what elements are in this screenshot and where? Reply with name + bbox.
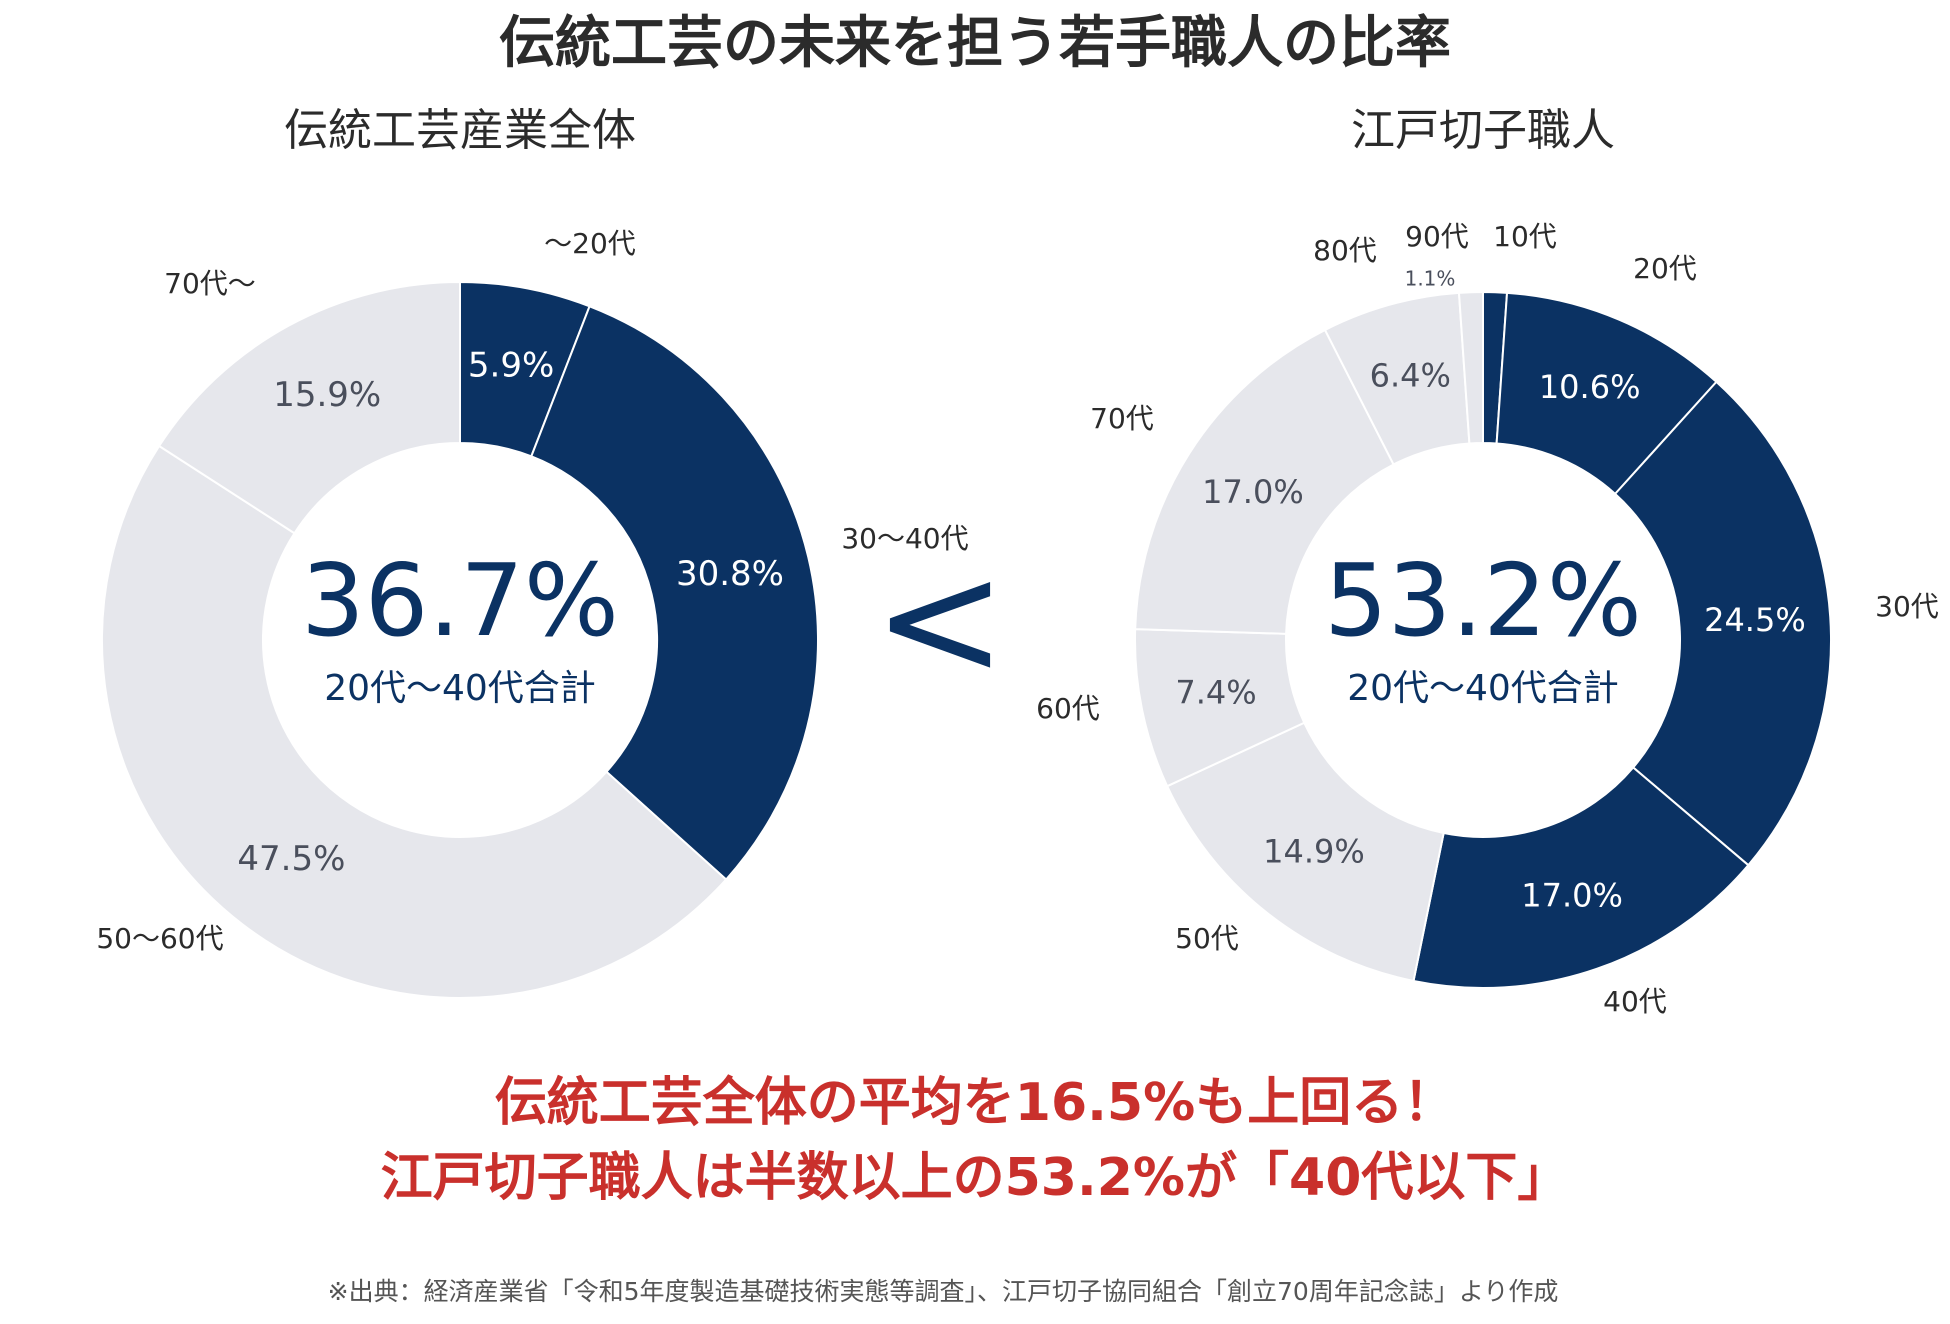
slice-value-label: 1.1% xyxy=(1510,267,1561,291)
slice-category-label: 50〜60代 xyxy=(96,922,223,955)
slice-category-label: 10代 xyxy=(1493,220,1557,253)
slice-category-label: 50代 xyxy=(1175,922,1239,955)
slice-category-label: 30代 xyxy=(1875,590,1939,623)
donut-slices-edo-kiriko xyxy=(1134,290,1833,989)
slice-value-label: 7.4% xyxy=(1175,673,1256,711)
slice-category-label: 〜20代 xyxy=(544,227,636,260)
slice-category-label: 80代 xyxy=(1313,234,1377,267)
slice-value-label: 30.8% xyxy=(676,554,784,594)
donut-labels-edo-kiriko: 1.1% 10代 10.6% 20代 24.5% 30代 17.0% 40代 14.9% 50代 7… xyxy=(1036,220,1939,1018)
slice-value-label: 10.6% xyxy=(1539,368,1641,406)
slice-category-label: 60代 xyxy=(1036,692,1100,725)
slice-value-label: 24.5% xyxy=(1704,601,1806,639)
center-value-industry: 36.7% xyxy=(301,542,619,659)
slice-category-label: 20代 xyxy=(1633,252,1697,285)
donut-slices-industry xyxy=(100,280,819,999)
donut-slice xyxy=(1412,766,1750,989)
donut-title-edo-kiriko: 江戸切子職人 xyxy=(1351,105,1615,156)
donut-slice xyxy=(100,444,728,999)
slice-value-label: 15.9% xyxy=(273,375,381,415)
slice-value-label: 17.0% xyxy=(1521,877,1623,915)
conclusion-line-2: 江戸切子職人は半数以上の53.2%が「40代以下」 xyxy=(381,1148,1570,1208)
donut-slice xyxy=(1457,290,1484,445)
donut-slice xyxy=(157,280,461,535)
donut-slice xyxy=(1165,721,1445,983)
slice-category-label: 40代 xyxy=(1603,985,1667,1018)
donut-slice xyxy=(530,304,819,881)
chart-title: 伝統工芸の未来を担う若手職人の比率 xyxy=(499,11,1451,76)
source-note: ※出典：経済産業省「令和5年度製造基礎技術実態等調査」、江戸切子協同組合「創立7… xyxy=(328,1277,1559,1306)
donut-edo-kiriko: 江戸切子職人 1.1% 10代 10.6% 20代 24.5% 30代 17.0% 40代 14… xyxy=(1036,105,1939,1018)
slice-category-label: 70代〜 xyxy=(164,267,256,300)
donut-industry-overall: 伝統工芸産業全体 5.9% 〜20代 30.8% 30〜40代 47.5% 50〜60代 1… xyxy=(96,105,969,999)
slice-value-label: 47.5% xyxy=(237,839,345,879)
slice-value-label: 17.0% xyxy=(1202,473,1304,511)
comparison-symbol: < xyxy=(873,526,1007,713)
conclusion-line-1: 伝統工芸全体の平均を16.5%も上回る！ xyxy=(495,1073,1455,1133)
slice-category-label: 70代 xyxy=(1090,402,1154,435)
donut-title-industry: 伝統工芸産業全体 xyxy=(284,105,636,156)
center-label-industry: 20代〜40代合計 xyxy=(324,668,596,709)
donut-slice xyxy=(1613,380,1833,867)
donut-slice xyxy=(1134,328,1395,635)
slice-category-label: 90代 xyxy=(1405,220,1469,253)
center-label-edo-kiriko: 20代〜40代合計 xyxy=(1347,668,1619,709)
slice-value-label: 5.9% xyxy=(468,346,554,386)
slice-value-label: 6.4% xyxy=(1370,356,1451,394)
center-value-edo-kiriko: 53.2% xyxy=(1324,542,1642,659)
slice-category-label: 30〜40代 xyxy=(841,522,968,555)
slice-value-label: 14.9% xyxy=(1263,833,1365,871)
donut-labels-industry: 5.9% 〜20代 30.8% 30〜40代 47.5% 50〜60代 15.9% 70代〜 xyxy=(96,227,968,955)
slice-value-label: 1.1% xyxy=(1405,267,1456,291)
